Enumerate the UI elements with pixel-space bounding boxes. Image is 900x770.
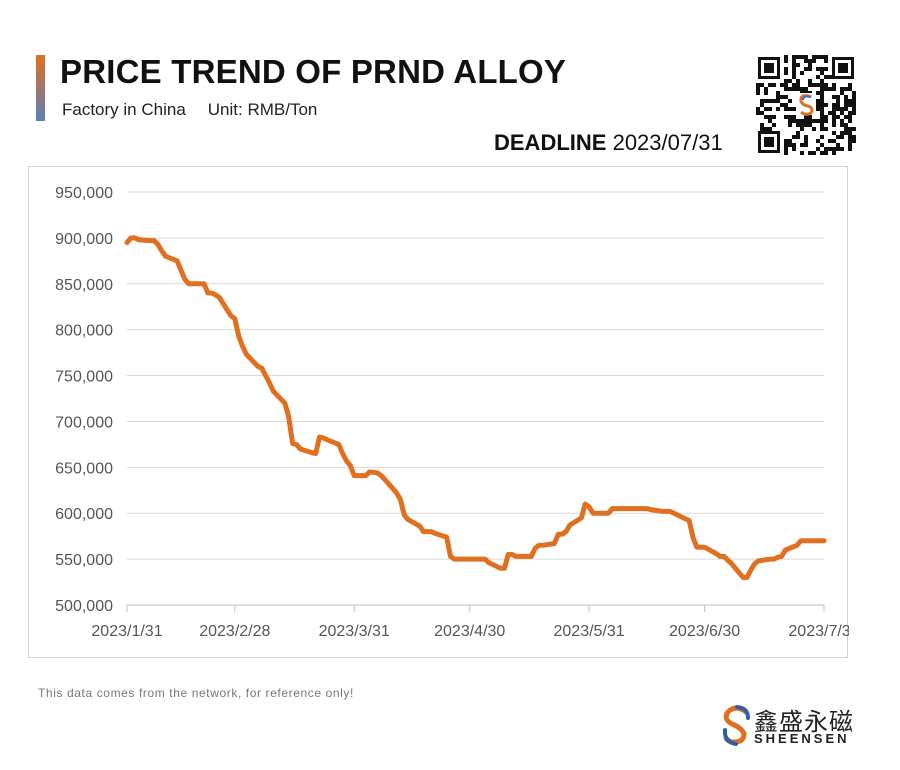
- chart-subtitle: Factory in China Unit: RMB/Ton: [62, 100, 317, 120]
- y-tick-label: 600,000: [55, 506, 113, 523]
- chart-title: PRICE TREND OF PRND ALLOY: [60, 53, 567, 90]
- qr-code-icon[interactable]: [756, 55, 856, 155]
- y-tick-label: 650,000: [55, 460, 113, 477]
- y-tick-label: 550,000: [55, 552, 113, 569]
- logo-chinese-text: 鑫盛永磁: [754, 709, 854, 736]
- x-tick-label: 2023/5/31: [554, 623, 625, 640]
- y-tick-label: 800,000: [55, 323, 113, 340]
- x-tick-label: 2023/1/31: [91, 623, 162, 640]
- price-series-line: [124, 235, 827, 580]
- chart-frame: 500,000 550,000 600,000 650,000 700,000 750,0…: [28, 166, 849, 658]
- x-tick-label: 2023/4/30: [434, 623, 505, 640]
- y-tick-label: 900,000: [55, 231, 113, 248]
- deadline-date: 2023/07/31: [612, 130, 723, 155]
- factory-label: Factory in China: [62, 100, 186, 119]
- y-tick-label: 700,000: [55, 414, 113, 431]
- sheensen-s-logo-icon: [722, 705, 750, 746]
- deadline-label: DEADLINE: [494, 130, 607, 155]
- x-tick-label: 2023/7/31: [788, 623, 849, 640]
- y-tick-label: 950,000: [55, 185, 113, 202]
- x-tick-label: 2023/6/30: [669, 623, 740, 640]
- unit-label: Unit: RMB/Ton: [207, 100, 318, 119]
- disclaimer-note: This data comes from the network, for re…: [38, 686, 354, 700]
- y-tick-label: 850,000: [55, 277, 113, 294]
- x-tick-label: 2023/2/28: [199, 623, 270, 640]
- y-tick-label: 500,000: [55, 598, 113, 615]
- title-accent-bar: [36, 55, 45, 121]
- y-tick-label: 750,000: [55, 369, 113, 386]
- brand-logo: 鑫盛永磁 SHEENSEN: [722, 702, 862, 748]
- deadline: DEADLINE 2023/07/31: [494, 130, 723, 156]
- logo-english-text: SHEENSEN: [754, 731, 850, 746]
- x-tick-label: 2023/3/31: [319, 623, 390, 640]
- line-chart: 500,000 550,000 600,000 650,000 700,000 750,0…: [55, 185, 849, 640]
